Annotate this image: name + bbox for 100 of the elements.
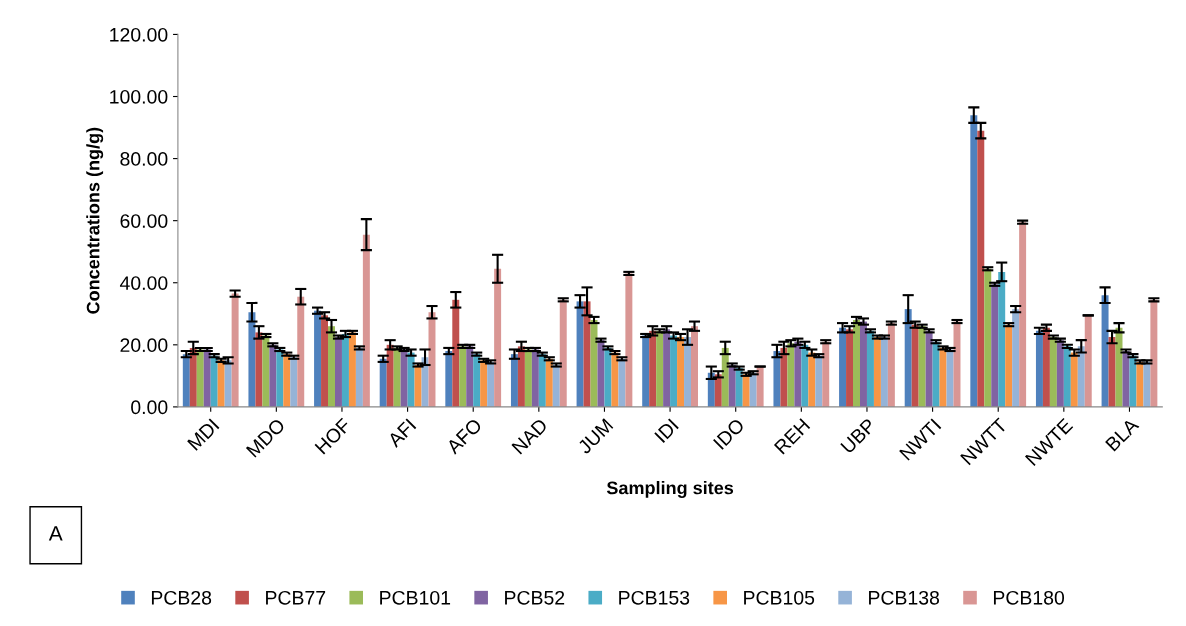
bar bbox=[379, 358, 387, 407]
bar bbox=[787, 343, 795, 407]
x-tick-label: MDI bbox=[187, 418, 220, 451]
bar bbox=[1077, 346, 1085, 407]
bar bbox=[839, 327, 847, 407]
bar bbox=[217, 360, 225, 407]
bar bbox=[321, 315, 329, 407]
legend-label: PCB105 bbox=[744, 590, 815, 605]
bar bbox=[538, 354, 546, 407]
bar bbox=[290, 357, 298, 407]
bar bbox=[362, 234, 370, 407]
bar bbox=[494, 268, 502, 407]
bar bbox=[846, 329, 854, 407]
legend-label: PCB52 bbox=[505, 590, 565, 605]
bar bbox=[1012, 309, 1020, 407]
bar bbox=[1049, 337, 1057, 407]
bar bbox=[531, 349, 539, 407]
bar bbox=[1070, 352, 1078, 407]
bar bbox=[1150, 299, 1158, 407]
y-tick-label: 80.00 bbox=[120, 152, 168, 166]
y-tick-label: 0.00 bbox=[131, 400, 168, 415]
bar bbox=[904, 309, 912, 407]
bar bbox=[677, 337, 685, 407]
bar bbox=[255, 332, 263, 407]
bar bbox=[1122, 351, 1130, 407]
bar bbox=[911, 324, 919, 407]
bar bbox=[1136, 361, 1144, 407]
bar bbox=[656, 330, 664, 407]
bar bbox=[510, 354, 518, 407]
bar bbox=[684, 337, 692, 407]
x-tick-label: BLA bbox=[1105, 417, 1140, 452]
bar bbox=[386, 344, 394, 407]
x-axis-title: Sampling sites bbox=[606, 481, 734, 498]
text: A bbox=[48, 526, 63, 541]
bar bbox=[756, 366, 764, 407]
bar bbox=[691, 326, 698, 407]
bar bbox=[452, 299, 460, 407]
bar bbox=[794, 341, 802, 407]
bar bbox=[407, 352, 415, 407]
x-tick-label: UBP bbox=[840, 417, 877, 454]
bar bbox=[866, 330, 874, 407]
bar bbox=[1063, 346, 1071, 407]
y-tick-label: 120.00 bbox=[110, 27, 168, 42]
bar bbox=[859, 321, 867, 407]
bar bbox=[977, 130, 985, 407]
bar bbox=[1143, 361, 1151, 407]
bar bbox=[583, 301, 591, 407]
bar bbox=[728, 365, 736, 407]
bar bbox=[182, 354, 190, 407]
bar bbox=[887, 323, 895, 407]
bar bbox=[1005, 324, 1013, 407]
x-tick-label: IDO bbox=[712, 417, 746, 450]
bar bbox=[642, 335, 650, 407]
bar bbox=[1019, 222, 1027, 407]
bar bbox=[984, 268, 992, 407]
bar bbox=[480, 360, 488, 407]
legend-label: PCB180 bbox=[993, 590, 1065, 605]
bar bbox=[459, 346, 467, 407]
y-tick-label: 60.00 bbox=[120, 214, 168, 228]
bar bbox=[801, 344, 809, 407]
bar bbox=[925, 330, 933, 407]
bar bbox=[517, 346, 525, 407]
bar bbox=[203, 349, 211, 407]
bar bbox=[1129, 355, 1137, 407]
bar bbox=[1056, 340, 1064, 407]
bar bbox=[269, 344, 277, 407]
bar bbox=[946, 349, 954, 407]
bar bbox=[1035, 330, 1043, 407]
bar bbox=[808, 352, 816, 407]
bar bbox=[348, 332, 356, 407]
bar bbox=[196, 349, 204, 407]
bar bbox=[822, 341, 830, 407]
bar bbox=[487, 361, 495, 407]
legend-label: PCB101 bbox=[380, 590, 451, 605]
y-tick-label: 100.00 bbox=[110, 89, 168, 104]
bar bbox=[224, 360, 232, 407]
bar bbox=[932, 341, 940, 407]
x-tick-label: AFI bbox=[386, 418, 417, 448]
bar bbox=[524, 349, 532, 407]
bar bbox=[559, 299, 567, 407]
bar bbox=[545, 358, 553, 407]
x-tick-label: IDI bbox=[654, 418, 679, 443]
bar bbox=[649, 330, 657, 407]
legend-label: PCB153 bbox=[619, 590, 690, 605]
bar bbox=[1042, 327, 1050, 407]
bar bbox=[1108, 337, 1116, 407]
bar bbox=[670, 335, 678, 407]
bar bbox=[328, 326, 335, 407]
bar bbox=[210, 355, 218, 407]
bar bbox=[445, 351, 453, 407]
bar bbox=[991, 284, 999, 407]
y-tick-label: 40.00 bbox=[119, 276, 168, 290]
bar bbox=[773, 351, 781, 407]
bar bbox=[970, 115, 978, 407]
y-axis-title: Concentrations (ng/g) bbox=[86, 127, 104, 314]
bar bbox=[334, 337, 342, 407]
bar bbox=[998, 271, 1006, 407]
y-tick-label: 20.00 bbox=[120, 338, 168, 353]
bar bbox=[853, 319, 860, 407]
bar bbox=[473, 354, 481, 407]
